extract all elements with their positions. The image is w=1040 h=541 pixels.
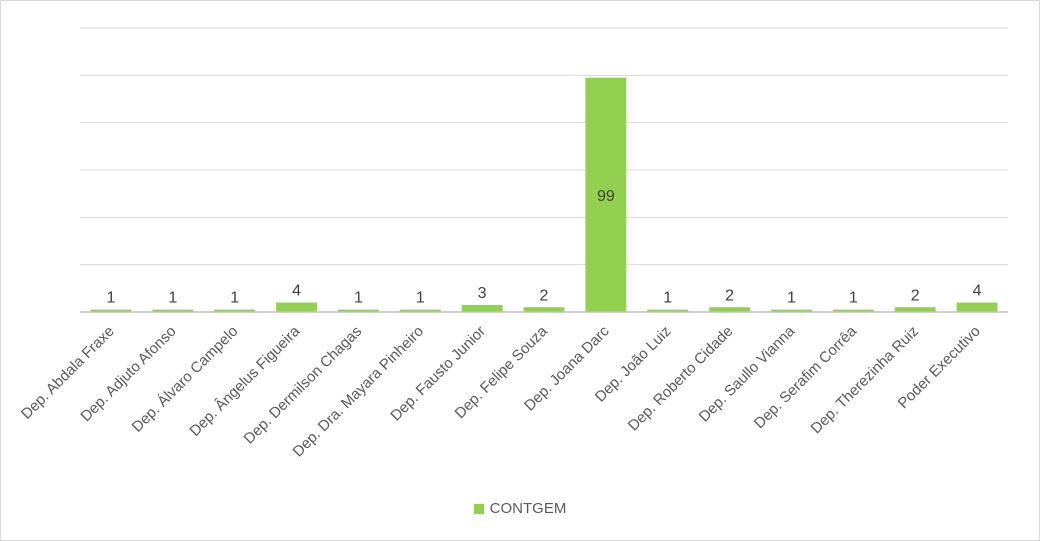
- bar: [523, 307, 565, 312]
- x-tick-label: Dep. Dermilson Chagas: [241, 323, 366, 448]
- data-label: 2: [911, 287, 920, 304]
- bar: [90, 309, 132, 312]
- legend-label: CONTGEM: [489, 500, 567, 517]
- x-tick-label: Dep. Roberto Cidade: [625, 323, 737, 435]
- bar: [709, 307, 751, 312]
- bar: [214, 309, 256, 312]
- data-label: 1: [416, 290, 425, 307]
- x-tick-label: Dep. Therezinha Ruiz: [808, 323, 922, 437]
- bar: [337, 309, 379, 312]
- gridlines: [80, 27, 1008, 266]
- data-label: 1: [168, 290, 177, 307]
- bar: [399, 309, 441, 312]
- bars: [80, 77, 1008, 313]
- bar: [771, 309, 812, 312]
- x-tick-label: Dep. Serafim Corrêa: [751, 322, 861, 432]
- data-labels: 1 1 1 4 1 1 3 2 99 1 2 1 1 2 4: [106, 188, 981, 307]
- x-tick-label: Dep. Ângelus Figueira: [186, 322, 303, 439]
- bar: [585, 77, 627, 312]
- bar: [832, 309, 874, 312]
- data-label: 1: [230, 290, 239, 307]
- data-label: 1: [663, 290, 672, 307]
- bar: [276, 302, 317, 312]
- legend-swatch: [473, 503, 484, 514]
- x-tick-label: Dep. Álvaro Campelo: [129, 323, 242, 436]
- bar: [647, 309, 689, 312]
- bar: [956, 302, 998, 312]
- bar: [894, 307, 936, 312]
- data-label: 1: [787, 290, 796, 307]
- bar: [461, 304, 503, 312]
- bar: [152, 309, 194, 312]
- legend: CONTGEM: [0, 500, 1040, 517]
- data-label: 3: [478, 285, 487, 302]
- data-label: 1: [106, 290, 115, 307]
- data-label: 1: [354, 290, 363, 307]
- data-label: 2: [540, 287, 549, 304]
- data-label: 4: [292, 283, 301, 300]
- data-label: 1: [849, 290, 858, 307]
- data-label: 4: [973, 283, 982, 300]
- x-tick-label: Dep. Dra. Mayara Pinheiro: [290, 323, 428, 461]
- data-label: 99: [597, 188, 615, 205]
- data-label: 2: [725, 287, 734, 304]
